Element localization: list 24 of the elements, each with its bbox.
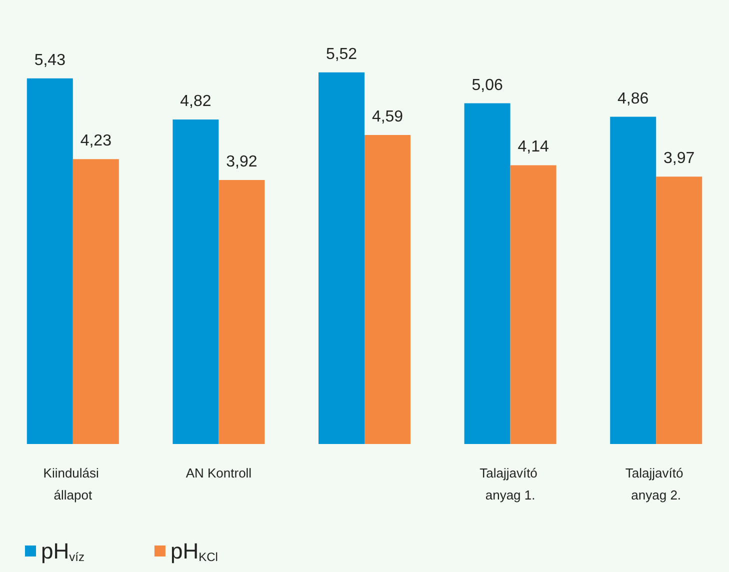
x-tick-label: Kiindulási állapot <box>43 466 103 502</box>
data-label: 5,52 <box>326 46 358 63</box>
bar <box>364 134 410 444</box>
data-label: 4,82 <box>180 92 212 110</box>
bar <box>172 119 219 444</box>
data-label: 3,97 <box>664 150 695 168</box>
bar <box>26 78 73 444</box>
data-label: 4,14 <box>518 138 549 156</box>
data-label: 5,06 <box>472 76 503 94</box>
bar <box>656 176 702 444</box>
x-tick-label: Talajjavító anyag 1. <box>480 466 542 502</box>
bar <box>464 103 510 444</box>
data-label: 3,92 <box>226 154 258 171</box>
bar <box>318 72 364 444</box>
bar <box>510 165 556 444</box>
data-label: 5,43 <box>34 52 66 69</box>
x-tick-label: AN Kontroll <box>186 466 252 480</box>
x-tick-label: Talajjavító anyag 2. <box>625 466 687 502</box>
bar <box>218 180 265 444</box>
data-label: 4,86 <box>618 90 649 108</box>
data-label: 4,59 <box>372 108 404 126</box>
bar <box>72 159 119 444</box>
data-label: 4,23 <box>80 132 112 150</box>
bar <box>610 116 656 444</box>
